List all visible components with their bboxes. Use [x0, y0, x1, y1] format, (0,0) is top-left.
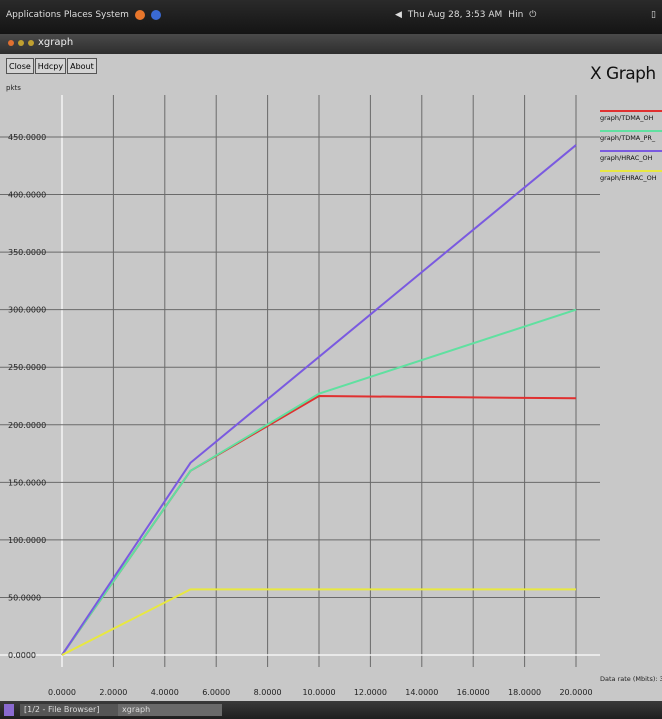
x-tick-label: 6.0000	[202, 688, 230, 697]
x-tick-label: 2.0000	[99, 688, 127, 697]
x-tick-label: 4.0000	[151, 688, 179, 697]
x-tick-label: 18.0000	[508, 688, 541, 697]
applications-menu[interactable]: Applications Places System	[6, 10, 129, 20]
legend-item: graph/TDMA_OH	[600, 110, 662, 130]
y-tick-label: 0.0000	[8, 651, 36, 660]
volume-icon[interactable]: ◀	[395, 10, 402, 20]
legend-label: graph/TDMA_OH	[600, 114, 654, 122]
help-icon[interactable]	[150, 10, 161, 20]
power-icon[interactable]: ⏻	[529, 10, 537, 20]
x-tick-label: 14.0000	[405, 688, 438, 697]
x-tick-label: 10.0000	[302, 688, 335, 697]
series-line	[61, 588, 576, 656]
x-tick-label: 0.0000	[48, 688, 76, 697]
taskbar-file-browser[interactable]: [1/2 - File Browser]	[20, 704, 118, 716]
x-tick-label: 20.0000	[559, 688, 592, 697]
window-title: xgraph	[38, 37, 74, 48]
y-tick-label: 250.0000	[8, 363, 46, 372]
bottom-taskbar: [1/2 - File Browser] xgraph	[0, 701, 662, 719]
x-tick-label: 8.0000	[254, 688, 282, 697]
legend-label: graph/HRAC_OH	[600, 154, 653, 162]
toolbar: Close Hdcpy About	[6, 58, 98, 74]
hdcpy-button[interactable]: Hdcpy	[34, 58, 67, 74]
close-button[interactable]: Close	[6, 58, 34, 74]
firefox-icon[interactable]	[134, 10, 145, 20]
legend-label: graph/EHRAC_OH	[600, 174, 657, 182]
legend-item: graph/EHRAC_OH	[600, 170, 662, 190]
legend-item: graph/TDMA_PR_	[600, 130, 662, 150]
x-tick-label: 12.0000	[354, 688, 387, 697]
about-button[interactable]: About	[67, 58, 97, 74]
y-tick-label: 350.0000	[8, 248, 46, 257]
workspace-indicator[interactable]: ▯	[651, 10, 656, 20]
series-line	[61, 308, 577, 656]
y-tick-label: 200.0000	[8, 421, 46, 430]
legend-swatch	[600, 130, 662, 132]
minimize-window-icon[interactable]	[18, 39, 24, 46]
y-tick-label: 150.0000	[8, 478, 46, 487]
show-desktop-icon[interactable]	[4, 704, 14, 716]
clock[interactable]: Thu Aug 28, 3:53 AM	[407, 10, 503, 20]
legend-swatch	[600, 170, 662, 172]
legend: graph/TDMA_OH graph/TDMA_PR_ graph/HRAC_OH…	[600, 110, 662, 190]
legend-label: graph/TDMA_PR_	[600, 134, 656, 142]
y-tick-label: 100.0000	[8, 536, 46, 545]
window-titlebar: xgraph	[0, 34, 662, 54]
legend-swatch	[600, 110, 662, 112]
data-rate-note: Data rate (Mbits): 30	[600, 675, 662, 683]
y-tick-label: 300.0000	[8, 306, 46, 315]
legend-item: graph/HRAC_OH	[600, 150, 662, 170]
y-tick-label: 50.0000	[8, 593, 41, 602]
top-panel: Applications Places System ◀ Thu Aug 28,…	[0, 0, 662, 34]
legend-swatch	[600, 150, 662, 152]
chart-plot: 0.0000 2.0000 4.0000 6.0000 8.0000 10.0000 12.…	[0, 95, 600, 697]
y-tick-label: 450.0000	[8, 133, 46, 142]
series-line	[61, 144, 577, 656]
x-tick-label: 16.0000	[457, 688, 490, 697]
close-window-icon[interactable]	[8, 39, 14, 46]
taskbar-xgraph[interactable]: xgraph	[118, 704, 222, 716]
user-name[interactable]: Hin	[508, 10, 524, 20]
y-axis-unit: pkts	[6, 84, 21, 92]
y-tick-label: 400.0000	[8, 191, 46, 200]
maximize-window-icon[interactable]	[28, 39, 34, 46]
app-title: X Graph	[590, 64, 656, 84]
